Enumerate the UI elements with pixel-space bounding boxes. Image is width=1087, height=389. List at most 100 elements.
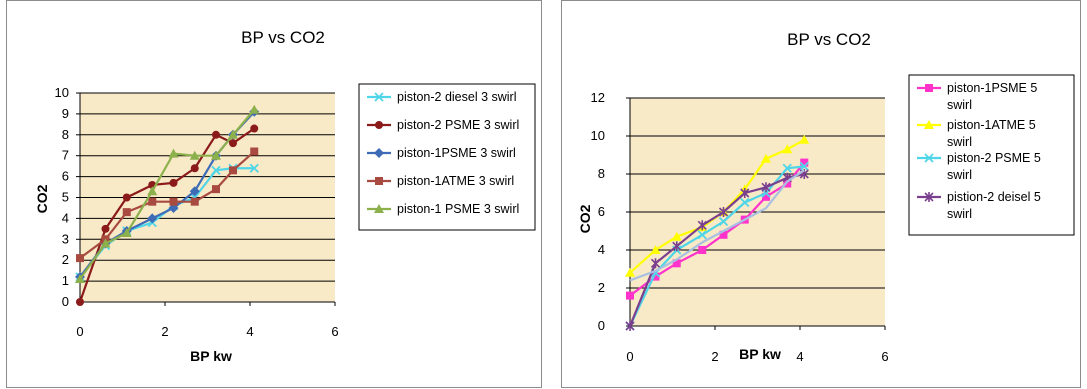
data-point bbox=[625, 267, 635, 277]
legend-entry: piston-2 diesel 3 swirl bbox=[397, 90, 517, 104]
data-point bbox=[671, 231, 682, 241]
y-tick-label: 5 bbox=[62, 190, 69, 205]
data-point bbox=[212, 130, 220, 139]
data-point bbox=[782, 163, 792, 173]
x-axis-title: BP kw bbox=[739, 346, 781, 362]
chart-title: BP vs CO2 bbox=[787, 30, 871, 49]
y-tick-label: 2 bbox=[62, 252, 69, 267]
data-point bbox=[122, 193, 131, 202]
data-point bbox=[75, 274, 85, 284]
chart-panel-left: BP vs CO2 0 1 2 3 4 5 6 7 8 9 10 0 2 4 6 BP kw CO2 piston-… bbox=[6, 0, 542, 388]
data-point bbox=[101, 224, 110, 233]
legend-swatch-marker bbox=[374, 204, 384, 213]
series-5 bbox=[629, 169, 805, 282]
y-tick-label: 8 bbox=[598, 166, 605, 181]
legend-swatch-marker bbox=[924, 192, 934, 202]
data-point bbox=[250, 147, 259, 156]
data-point bbox=[122, 208, 131, 217]
data-point bbox=[799, 161, 809, 172]
legend-entry: piston-1ATME 5 swirl bbox=[947, 118, 1036, 149]
y-axis-title: CO2 bbox=[34, 184, 50, 213]
data-point bbox=[147, 213, 158, 224]
x-tick-label: 4 bbox=[246, 324, 253, 339]
data-point bbox=[168, 148, 179, 158]
data-point bbox=[697, 230, 707, 240]
chart-title: BP vs CO2 bbox=[241, 28, 325, 47]
data-point bbox=[211, 165, 221, 175]
data-point bbox=[249, 163, 259, 173]
y-tick-label: 8 bbox=[62, 127, 69, 142]
y-tick-label: 2 bbox=[598, 280, 605, 295]
y-tick-label: 12 bbox=[591, 90, 605, 105]
data-point bbox=[761, 153, 771, 163]
data-point bbox=[229, 139, 237, 148]
legend-box bbox=[908, 74, 1075, 236]
chart-right-svg: BP vs CO2 0 2 4 6 8 10 12 0 2 4 6 BP kw CO2 piston-1PS… bbox=[577, 30, 1075, 364]
y-tick-label: 6 bbox=[598, 204, 605, 219]
data-point bbox=[697, 220, 707, 231]
data-point bbox=[800, 158, 809, 167]
y-tick-label: 4 bbox=[598, 242, 605, 257]
x-tick-label: 0 bbox=[76, 324, 83, 339]
data-point bbox=[762, 192, 770, 201]
data-point bbox=[672, 241, 682, 252]
series-4 bbox=[625, 169, 809, 331]
legend-entry: piston-1 PSME 3 swirl bbox=[397, 202, 519, 216]
y-tick-label: 9 bbox=[62, 106, 69, 121]
data-point bbox=[211, 150, 221, 160]
data-point bbox=[147, 186, 158, 196]
chart-panel-right: BP vs CO2 0 2 4 6 8 10 12 0 2 4 6 BP kw CO2 piston-1PS… bbox=[561, 0, 1081, 388]
legend-swatch-marker bbox=[374, 92, 384, 102]
legend-swatch-marker bbox=[375, 177, 383, 185]
data-point bbox=[189, 186, 200, 197]
data-point bbox=[625, 321, 635, 331]
data-point bbox=[650, 258, 661, 269]
data-point bbox=[650, 245, 661, 254]
legend-box bbox=[358, 83, 536, 231]
data-point bbox=[76, 298, 84, 306]
data-point bbox=[761, 182, 771, 193]
data-point bbox=[190, 197, 199, 206]
data-point bbox=[169, 197, 178, 206]
y-tick-label: 0 bbox=[62, 294, 69, 309]
legend-entry: piston-1ATME 3 swirl bbox=[397, 174, 514, 188]
data-point bbox=[718, 207, 729, 217]
data-point bbox=[76, 254, 84, 263]
data-point bbox=[190, 164, 199, 173]
data-point bbox=[148, 197, 157, 206]
legend-swatch-marker bbox=[924, 120, 934, 129]
data-point bbox=[169, 178, 178, 187]
y-tick-label: 1 bbox=[62, 273, 69, 288]
legend-entry: piston-2 PSME 3 swirl bbox=[397, 118, 519, 132]
data-point bbox=[229, 166, 237, 175]
series-5 bbox=[75, 104, 260, 284]
x-tick-label: 2 bbox=[161, 324, 168, 339]
y-axis-title: CO2 bbox=[577, 204, 593, 233]
data-point bbox=[740, 188, 750, 198]
y-tick-label: 0 bbox=[598, 318, 605, 333]
y-tick-label: 10 bbox=[55, 85, 69, 100]
data-point bbox=[250, 124, 259, 133]
y-tick-label: 3 bbox=[62, 231, 69, 246]
data-point bbox=[740, 197, 750, 208]
x-tick-label: 2 bbox=[711, 349, 718, 364]
legend-entry: piston-2 PSME 5 swirl bbox=[947, 151, 1041, 182]
y-tick-label: 4 bbox=[62, 210, 69, 225]
x-tick-label: 4 bbox=[796, 349, 803, 364]
legend-entry: pistion-2 deisel 5 swirl bbox=[947, 190, 1041, 221]
x-tick-label: 0 bbox=[626, 349, 633, 364]
data-point bbox=[249, 104, 260, 114]
y-tick-label: 7 bbox=[62, 148, 69, 163]
data-point bbox=[672, 259, 681, 268]
legend-entry: piston-1PSME 5 swirl bbox=[947, 81, 1037, 112]
data-point bbox=[718, 216, 729, 227]
data-point bbox=[626, 291, 634, 300]
x-axis-title: BP kw bbox=[190, 348, 232, 364]
x-tick-label: 6 bbox=[331, 324, 338, 339]
legend-entry: piston-1PSME 3 swirl bbox=[397, 146, 516, 160]
data-point bbox=[121, 228, 132, 238]
data-point bbox=[783, 179, 792, 188]
legend-swatch-marker bbox=[925, 84, 933, 92]
y-tick-label: 6 bbox=[62, 169, 69, 184]
chart-left-svg: BP vs CO2 0 1 2 3 4 5 6 7 8 9 10 0 2 4 6 BP kw CO2 piston-… bbox=[34, 28, 536, 364]
